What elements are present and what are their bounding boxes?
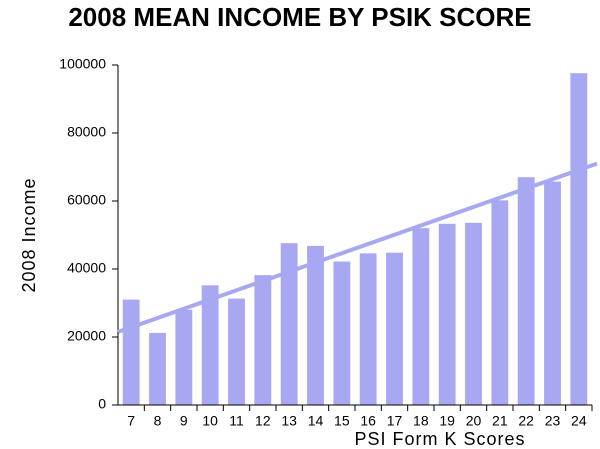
bar — [359, 253, 377, 405]
bar — [333, 261, 351, 405]
x-tick-label: 15 — [334, 413, 350, 429]
x-tick-label: 8 — [154, 413, 162, 429]
x-tick-label: 11 — [229, 413, 244, 429]
bar — [386, 252, 403, 405]
x-tick-label: 10 — [202, 413, 218, 429]
x-tick-label: 21 — [492, 413, 508, 429]
chart-title: 2008 MEAN INCOME BY PSIK SCORE — [68, 2, 531, 32]
bar — [307, 245, 324, 405]
bar — [201, 285, 219, 405]
x-tick-label: 18 — [413, 413, 429, 429]
x-tick-label: 16 — [360, 413, 376, 429]
y-tick-label: 60000 — [67, 192, 106, 208]
y-tick-label: 0 — [98, 396, 106, 412]
x-tick-label: 12 — [255, 413, 271, 429]
bar — [254, 275, 272, 405]
y-tick-label: 100000 — [59, 56, 106, 72]
x-tick-label: 19 — [439, 413, 455, 429]
bar — [465, 222, 482, 405]
x-tick-label: 23 — [545, 413, 561, 429]
bar — [438, 223, 456, 405]
y-tick-label: 20000 — [67, 328, 106, 344]
x-tick-label: 24 — [571, 413, 587, 429]
x-tick-label: 7 — [127, 413, 135, 429]
x-tick-label: 14 — [308, 413, 324, 429]
trend-line — [117, 161, 598, 334]
y-axis-title: 2008 Income — [19, 177, 39, 292]
x-tick-label: 13 — [281, 413, 297, 429]
bar — [517, 177, 535, 405]
x-tick-label: 9 — [180, 413, 188, 429]
bar — [570, 73, 588, 405]
y-tick-label: 40000 — [67, 260, 106, 276]
bar — [491, 200, 509, 405]
x-tick-label: 20 — [466, 413, 482, 429]
bar — [122, 299, 140, 405]
x-tick-label: 22 — [518, 413, 534, 429]
bar — [280, 243, 298, 405]
y-tick-label: 80000 — [67, 124, 106, 140]
bar — [175, 309, 193, 405]
bar — [544, 181, 561, 405]
bar — [228, 298, 245, 405]
x-tick-label: 17 — [387, 413, 403, 429]
x-axis-title: PSI Form K Scores — [354, 429, 525, 449]
bar — [149, 332, 166, 405]
bar — [412, 228, 430, 405]
